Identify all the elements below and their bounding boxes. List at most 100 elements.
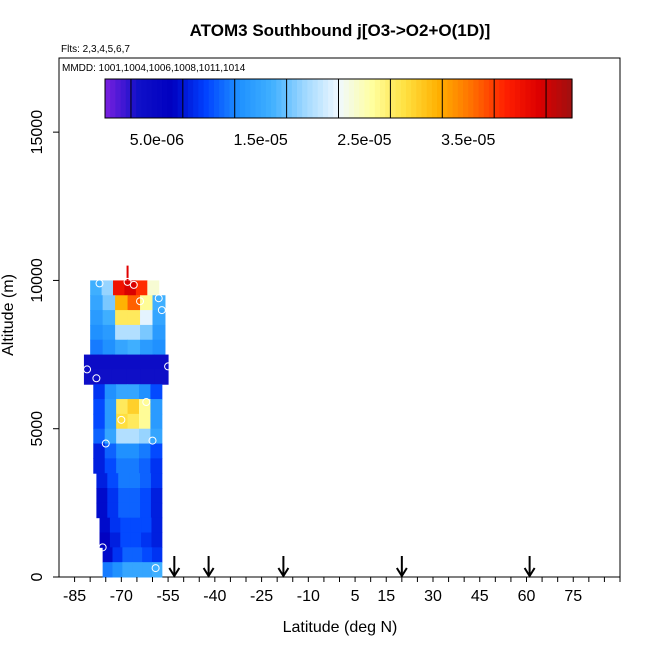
colorbar-segment: [530, 79, 537, 118]
observation-point: [83, 365, 92, 374]
colorbar-segment: [271, 79, 277, 118]
heatmap-cell: [96, 502, 108, 519]
colorbar-segment: [390, 79, 397, 118]
colorbar-segment: [213, 79, 220, 118]
colorbar-segment: [421, 79, 428, 118]
colorbar-segment: [468, 79, 475, 118]
heatmap-cell: [140, 354, 155, 370]
colorbar-segment: [182, 79, 189, 118]
heatmap-cell: [140, 502, 152, 519]
heatmap-cell: [154, 354, 169, 370]
heatmap-cell: [118, 488, 130, 504]
colorbar-tick-label: 5.0e-06: [130, 132, 184, 149]
x-tick-label: 75: [564, 588, 582, 605]
heatmap-cell: [99, 517, 111, 534]
heatmap-cell: [107, 488, 119, 504]
heatmap-cell: [102, 295, 116, 311]
x-tick-label: -70: [110, 588, 133, 605]
colorbar-segment: [499, 79, 506, 118]
heatmap-cell: [122, 547, 133, 563]
observation-point: [95, 279, 104, 288]
heatmap-cell: [107, 473, 119, 489]
heatmap-cell: [151, 517, 163, 534]
heatmap-cell: [127, 324, 141, 341]
heatmap-cell: [130, 517, 142, 534]
heatmap-cell: [102, 547, 114, 563]
heatmap-cell: [120, 532, 132, 548]
heatmap-cell: [141, 517, 152, 534]
x-tick-label: 30: [424, 588, 442, 605]
mmdd-label: MMDD: 1001,1004,1006,1008,1011,1014: [62, 63, 246, 74]
heatmap-cell: [151, 562, 163, 578]
heatmap-cell: [99, 532, 111, 548]
heatmap-cell: [127, 399, 140, 415]
colorbar-segment: [546, 79, 552, 118]
heatmap-cell: [112, 562, 123, 578]
colorbar-segment: [488, 79, 495, 118]
heatmap-cell: [115, 339, 129, 356]
heatmap-cell: [122, 562, 133, 578]
heatmap-cell: [154, 369, 169, 385]
heatmap-cell: [90, 339, 104, 356]
heatmap-cell: [109, 517, 121, 534]
colorbar-segment: [395, 79, 402, 118]
colorbar-segment: [525, 79, 532, 118]
colorbar-segment: [141, 79, 148, 118]
heatmap-cell: [104, 443, 117, 459]
heatmap-cell: [129, 502, 141, 519]
colorbar-segment: [343, 79, 350, 118]
heatmap-cell: [150, 428, 163, 445]
colorbar-tick-label: 3.5e-05: [441, 132, 495, 149]
flights-label: Flts: 2,3,4,5,6,7: [61, 44, 130, 55]
colorbar-segment: [120, 79, 127, 118]
heatmap-cell: [109, 532, 121, 548]
colorbar-segment: [509, 79, 516, 118]
colorbar-segment: [540, 79, 547, 118]
heatmap-cell: [129, 473, 141, 489]
colorbar-segment: [333, 79, 340, 118]
colorbar-segment: [359, 79, 366, 118]
heatmap-cell: [104, 458, 117, 474]
y-tick-label: 5000: [29, 411, 46, 447]
heatmap-cell: [150, 399, 163, 415]
arrow-head: [395, 567, 408, 578]
y-tick-label: 10000: [29, 258, 46, 303]
heatmap-cell: [150, 384, 163, 400]
heatmap-cell: [150, 488, 163, 504]
colorbar-segment: [535, 79, 542, 118]
heatmap-cell: [138, 384, 151, 400]
x-tick-label: 5: [351, 588, 360, 605]
heatmap-cell: [126, 354, 141, 370]
colorbar-segment: [354, 79, 360, 118]
heatmap-cell: [127, 458, 140, 474]
heatmap-cell: [90, 324, 104, 341]
heatmap-cell: [111, 369, 127, 385]
heatmap-cell: [127, 443, 140, 459]
colorbar-segment: [369, 79, 376, 118]
x-tick-label: -85: [63, 588, 86, 605]
observation-point: [92, 374, 101, 383]
heatmap-cell: [152, 339, 166, 356]
heatmap-cell: [127, 384, 140, 400]
colorbar-segment: [136, 79, 142, 118]
heatmap-cell: [138, 413, 151, 430]
y-tick-label: 15000: [29, 110, 46, 155]
heatmap-cell: [90, 295, 104, 311]
colorbar-segment: [520, 79, 526, 118]
colorbar-segment: [566, 79, 573, 118]
heatmap-cell: [150, 413, 163, 430]
heatmap-cell: [120, 517, 132, 534]
colorbar-segment: [322, 79, 329, 118]
heatmap-cell: [107, 502, 119, 519]
heatmap-cell: [151, 532, 163, 548]
heatmap-cell: [124, 280, 137, 296]
colorbar-segment: [556, 79, 563, 118]
y-tick-label: 0: [29, 572, 46, 581]
colorbar-segment: [364, 79, 371, 118]
heatmap-cell: [138, 458, 151, 474]
x-tick-label: -40: [203, 588, 226, 605]
heatmap-cell: [138, 443, 151, 459]
heatmap-cell: [135, 280, 148, 296]
colorbar-segment: [551, 79, 558, 118]
heatmap-cell: [150, 473, 163, 489]
